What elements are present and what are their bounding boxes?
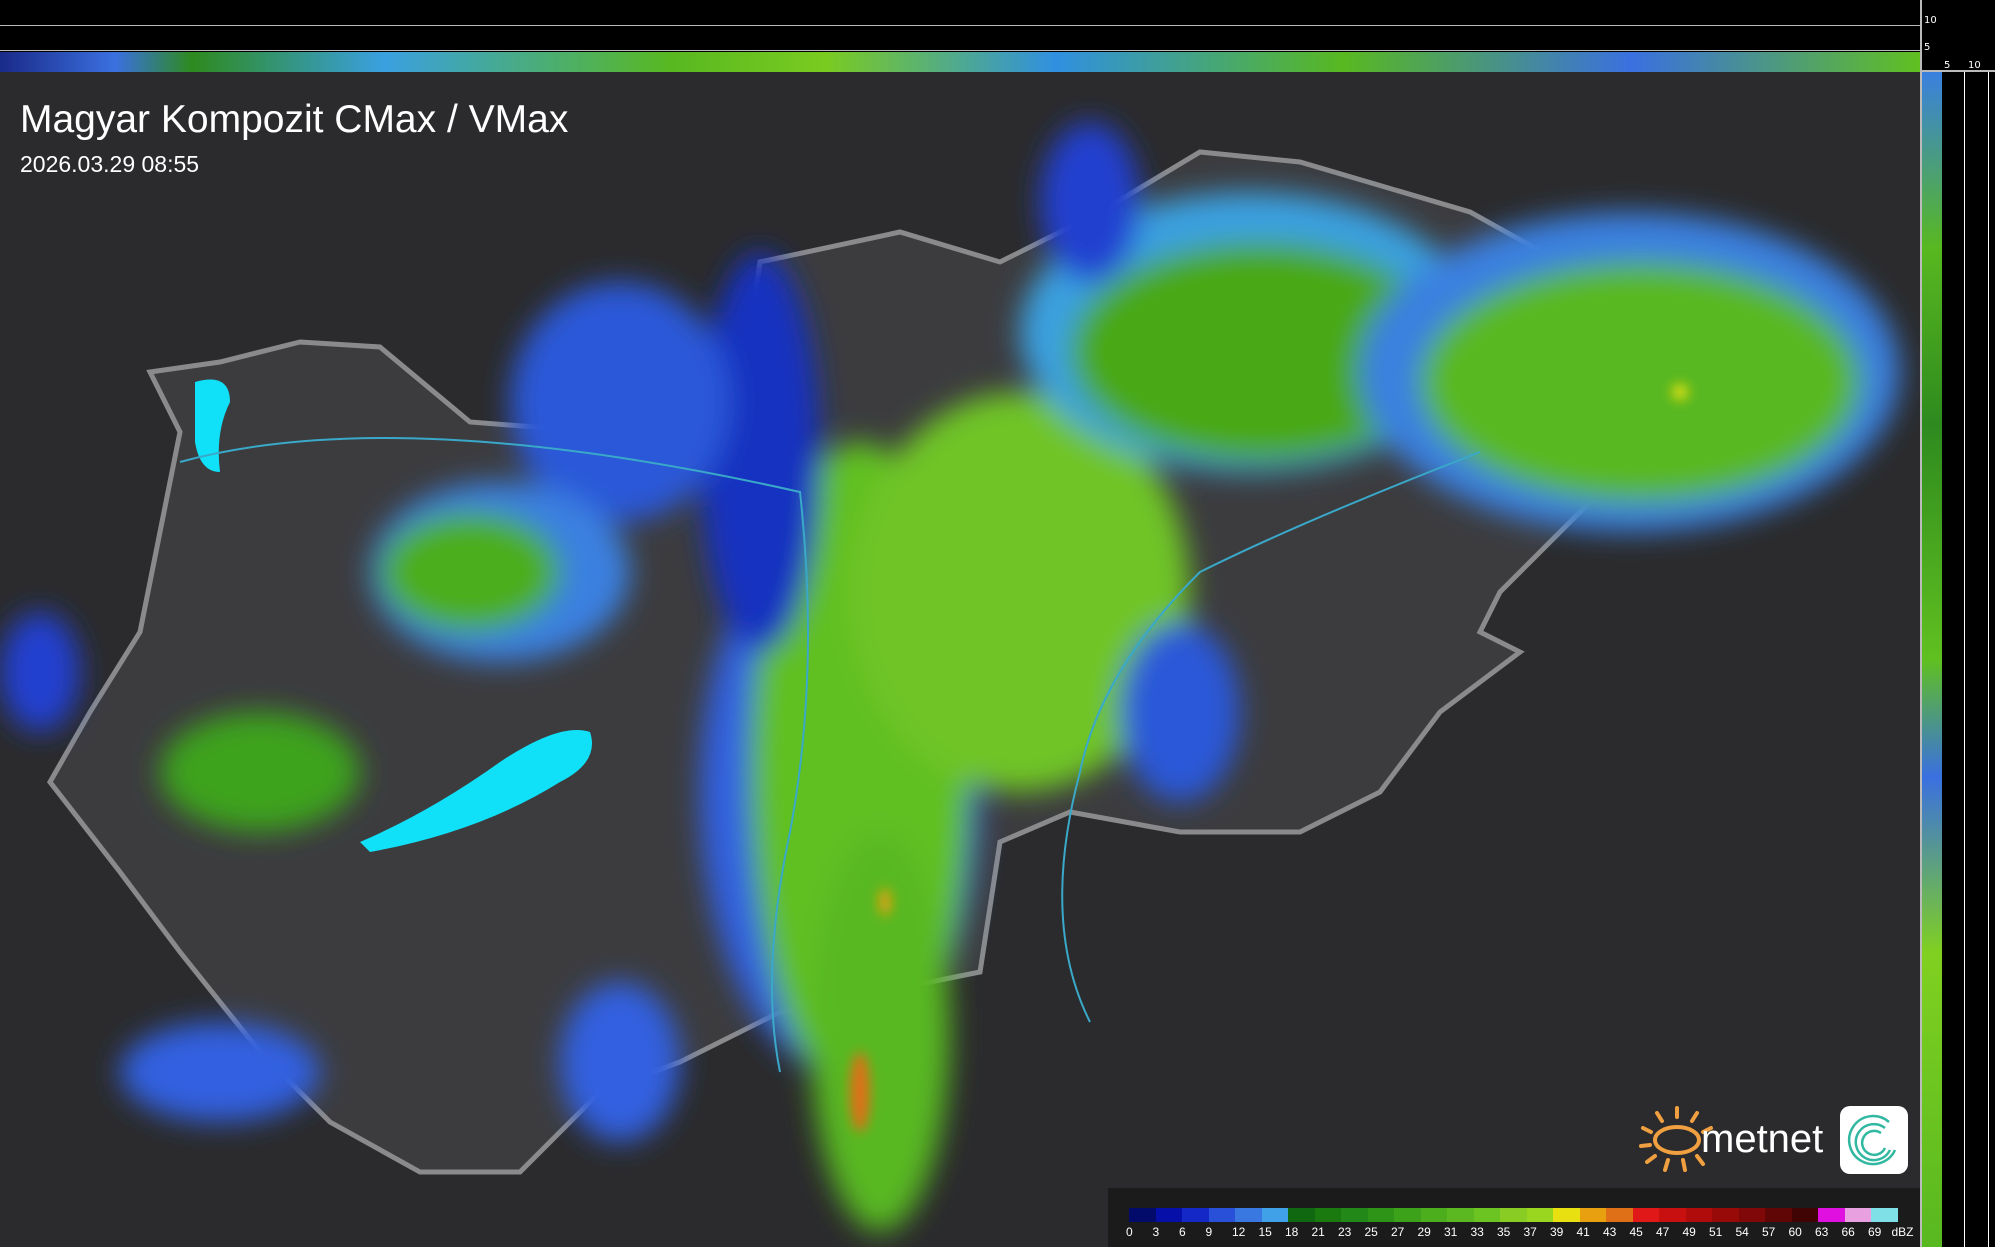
dbz-color-legend: 0 3 6 9 12 15 18 21 23 25 27 29 31 33 35 37 39 41 43 45 47 49… [1108,1188,1920,1247]
legend-label: 23 [1338,1225,1352,1239]
legend-swatch [1685,1208,1712,1222]
grid-line [0,25,1920,26]
legend-label: 33 [1470,1225,1484,1239]
legend-label: 31 [1444,1225,1458,1239]
legend-swatch [1367,1208,1394,1222]
legend-label: 63 [1815,1225,1829,1239]
legend-label: 43 [1603,1225,1617,1239]
axis-line [1920,70,1995,72]
legend-swatch [1473,1208,1500,1222]
legend-swatch [1394,1208,1421,1222]
legend-label: 35 [1497,1225,1511,1239]
map-title: Magyar Kompozit CMax / VMax [20,98,569,141]
legend-swatch [1871,1208,1898,1222]
legend-label: 18 [1285,1225,1299,1239]
metnet-logo[interactable]: metnet [1635,1100,1910,1178]
legend-swatch [1235,1208,1262,1222]
legend-label: 12 [1232,1225,1246,1239]
legend-label: 54 [1735,1225,1749,1239]
logo-wordmark: metnet [1701,1117,1823,1161]
top-vmax-profile [0,52,1920,72]
legend-swatch [1526,1208,1553,1222]
high-reflectivity-cores [850,384,1688,1132]
lake-neusiedl [195,379,230,472]
legend-label: 15 [1258,1225,1272,1239]
legend-swatch [1182,1208,1209,1222]
legend-swatch [1738,1208,1765,1222]
legend-label: 6 [1179,1225,1186,1239]
legend-label: 47 [1656,1225,1670,1239]
radar-map[interactable] [0,72,1920,1247]
legend-label: 27 [1391,1225,1405,1239]
legend-label: 9 [1205,1225,1213,1239]
legend-label: 21 [1311,1225,1325,1239]
legend-swatch [1447,1208,1474,1222]
legend-label: 0 [1126,1225,1133,1239]
axis-tick-label: 5 [1924,42,1931,53]
legend-swatch [1553,1208,1580,1222]
legend-swatch [1208,1208,1235,1222]
legend-swatch [1632,1208,1659,1222]
legend-swatch [1791,1208,1818,1222]
map-timestamp: 2026.03.29 08:55 [20,151,200,177]
legend-swatch [1155,1208,1182,1222]
legend-swatch [1712,1208,1739,1222]
axis-tick-label: 10 [1968,60,1981,71]
legend-swatch [1500,1208,1527,1222]
legend-label: 57 [1762,1225,1776,1239]
legend-label: 37 [1523,1225,1537,1239]
legend-swatch [1420,1208,1447,1222]
legend-swatch [1844,1208,1871,1222]
legend-swatch [1659,1208,1686,1222]
legend-label: 66 [1841,1225,1855,1239]
axis-line [1920,0,1922,1247]
legend-label: 69 [1868,1225,1882,1239]
metnet-sun-logo-icon: metnet [1639,1106,1908,1174]
legend-unit: dBZ [1891,1225,1914,1239]
legend-label: 60 [1788,1225,1802,1239]
radar-echoes [0,122,1900,1232]
axis-tick-label: 5 [1944,60,1951,71]
river-danube [179,437,809,1073]
legend-label: 29 [1417,1225,1431,1239]
grid-line [1964,72,1965,1247]
grid-line [1988,72,1989,1247]
legend-swatch [1579,1208,1606,1222]
grid-line [0,50,1920,51]
axis-tick-label: 10 [1924,15,1937,26]
river-tisza [1061,451,1481,1023]
legend-swatch [1129,1208,1156,1222]
legend-swatches [1129,1208,1898,1222]
legend-label: 49 [1682,1225,1696,1239]
legend-label: 39 [1550,1225,1564,1239]
right-vmax-profile [1922,72,1942,1247]
legend-swatch [1314,1208,1341,1222]
top-profile-band [0,0,1920,52]
legend-swatch [1261,1208,1288,1222]
legend-labels: 0 3 6 9 12 15 18 21 23 25 27 29 31 33 35 37 39 41 43 45 47 49… [1122,1225,1922,1241]
legend-label: 45 [1629,1225,1643,1239]
legend-swatch [1606,1208,1633,1222]
legend-swatch [1818,1208,1845,1222]
legend-label: 41 [1576,1225,1590,1239]
lake-balaton [360,730,592,852]
legend-swatch [1765,1208,1792,1222]
legend-label: 25 [1364,1225,1378,1239]
legend-label: 3 [1152,1225,1160,1239]
legend-label: 51 [1709,1225,1723,1239]
legend-swatch [1341,1208,1368,1222]
legend-swatch [1288,1208,1315,1222]
